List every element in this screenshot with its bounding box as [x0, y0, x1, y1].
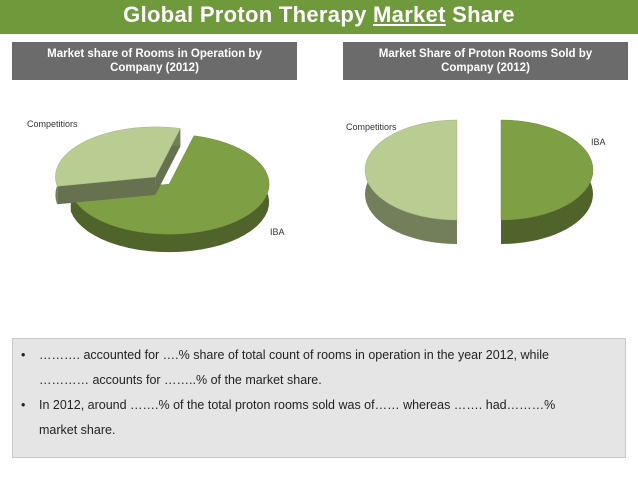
pie-label-iba: IBA — [270, 227, 285, 237]
bullet-marker: • — [21, 348, 26, 362]
right-chart-header: Market Share of Proton Rooms Sold by Com… — [343, 42, 628, 80]
left-chart-header-text: Market share of Rooms in Operation by Co… — [47, 48, 262, 74]
title-bar — [0, 0, 638, 34]
pie-slice-side-wall — [57, 176, 156, 205]
bullet-2-line-1: In 2012, around …….% of the total proton… — [39, 398, 556, 412]
pie-slice-top — [55, 126, 181, 187]
summary-textbox: • ………. accounted for ….% share of total … — [12, 338, 626, 458]
left-chart-header: Market share of Rooms in Operation by Co… — [12, 42, 297, 80]
page-title: Global Proton Therapy Market Share — [0, 2, 638, 28]
right-pie-chart: IBA Competitiors — [346, 119, 606, 244]
left-pie-chart: IBA Competitiors — [27, 119, 285, 253]
bullet-1-line-2: ………… accounts for ……..% of the market sh… — [39, 373, 322, 387]
bullet-2-line-2: market share. — [39, 423, 116, 437]
pie-slice-top — [500, 119, 594, 221]
pie-slice-top — [70, 135, 270, 235]
pie-slice-competitiors — [55, 126, 181, 205]
pie-slice-iba — [500, 119, 594, 244]
pie-label-competitiors: Competitiors — [27, 119, 78, 129]
title-part2: Market — [373, 2, 446, 27]
pie-label-iba: IBA — [591, 137, 606, 147]
bullet-1-line-1: ………. accounted for ….% share of total co… — [39, 348, 549, 362]
right-chart-header-text: Market Share of Proton Rooms Sold by Com… — [378, 48, 593, 74]
bullet-marker: • — [21, 398, 26, 412]
pie-label-competitiors: Competitiors — [346, 122, 397, 132]
pie-slice-top — [364, 119, 458, 221]
title-part3: Share — [445, 2, 515, 27]
title-part1: Global Proton Therapy — [123, 2, 374, 27]
pie-slice-competitiors — [364, 119, 458, 244]
